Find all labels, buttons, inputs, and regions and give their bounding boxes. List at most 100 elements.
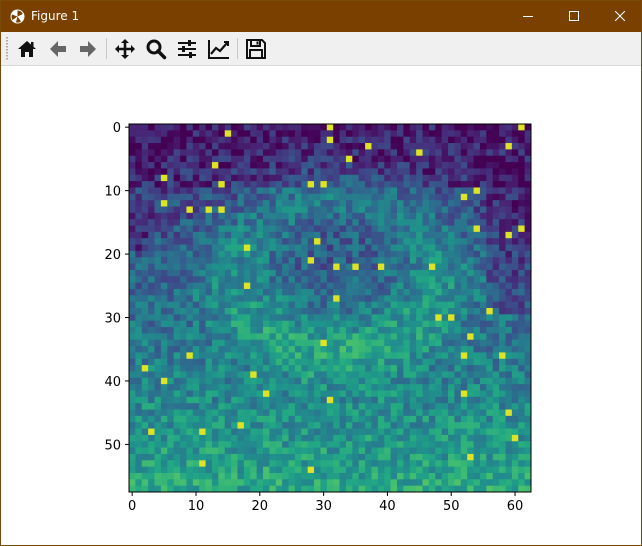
heatmap-cell [403, 276, 411, 284]
heatmap-cell [492, 168, 500, 176]
heatmap-cell [224, 181, 232, 188]
heatmap-cell [511, 250, 519, 258]
heatmap-cell [294, 365, 302, 372]
heatmap-cell [135, 250, 143, 258]
heatmap-cell [160, 346, 168, 353]
heatmap-cell [473, 219, 481, 226]
heatmap-cell [333, 403, 340, 410]
heatmap-cell [288, 282, 296, 290]
heatmap-cell [454, 225, 462, 233]
forward-button[interactable] [75, 36, 101, 62]
heatmap-cell [211, 200, 219, 207]
back-button[interactable] [45, 36, 71, 62]
heatmap-cell [448, 149, 455, 157]
heatmap-cell [256, 428, 264, 436]
heatmap-cell [422, 136, 430, 144]
pan-button[interactable] [112, 36, 138, 62]
heatmap-cell [365, 206, 372, 214]
heatmap-cell [224, 422, 232, 429]
heatmap-cell [294, 320, 302, 328]
heatmap-cell [460, 479, 468, 487]
heatmap-cell [454, 453, 462, 461]
heatmap-cell [154, 130, 162, 138]
save-button[interactable] [243, 36, 269, 62]
heatmap-cell [256, 212, 264, 220]
heatmap-cell [173, 447, 181, 455]
heatmap-cell [358, 409, 366, 417]
heatmap-cell [524, 181, 532, 188]
heatmap-cell [435, 206, 443, 214]
heatmap-cell [333, 409, 340, 417]
heatmap-cell [160, 257, 168, 264]
heatmap-cell [397, 168, 404, 176]
heatmap-cell [345, 187, 353, 195]
configure-subplots-button[interactable] [174, 36, 200, 62]
heatmap-cell [441, 339, 449, 347]
home-button[interactable] [14, 36, 40, 62]
heatmap-cell [403, 339, 411, 347]
heatmap-cell [409, 225, 417, 233]
heatmap-cell [199, 276, 206, 284]
heatmap-cell [148, 472, 155, 480]
heatmap-cell [352, 155, 360, 163]
heatmap-cell [448, 441, 455, 448]
heatmap-cell [192, 282, 200, 290]
heatmap-cell [211, 219, 219, 226]
heatmap-image[interactable] [129, 124, 532, 493]
heatmap-cell [428, 212, 436, 220]
heatmap-cell [345, 371, 353, 379]
heatmap-cell [390, 174, 398, 182]
heatmap-cell [231, 181, 238, 188]
heatmap-cell [141, 314, 149, 322]
heatmap-cell [192, 472, 200, 480]
heatmap-cell [460, 434, 468, 442]
heatmap-cell [377, 155, 385, 163]
heatmap-cell [492, 225, 500, 233]
heatmap-cell [454, 441, 462, 448]
zoom-button[interactable] [143, 36, 169, 62]
heatmap-cell [199, 149, 206, 157]
heatmap-cell [218, 428, 226, 436]
heatmap-cell [416, 276, 423, 284]
heatmap-cell [141, 422, 149, 429]
heatmap-cell [160, 219, 168, 226]
heatmap-cell [199, 396, 206, 404]
heatmap-cell [314, 434, 321, 442]
heatmap-cell [435, 333, 443, 341]
heatmap-cell [307, 257, 315, 264]
heatmap-cell [384, 269, 392, 277]
heatmap-cell [250, 466, 258, 474]
heatmap-cell [397, 314, 404, 322]
title-bar[interactable]: Figure 1 [1, 1, 641, 32]
maximize-button[interactable] [551, 1, 597, 32]
toolbar-grip[interactable] [6, 37, 8, 60]
minimize-button[interactable] [505, 1, 551, 32]
heatmap-cell [339, 231, 347, 239]
heatmap-cell [511, 403, 519, 410]
heatmap-cell [448, 365, 455, 372]
heatmap-cell [231, 168, 238, 176]
heatmap-cell [422, 453, 430, 461]
heatmap-cell [352, 295, 360, 303]
heatmap-cell [237, 453, 245, 461]
close-button[interactable] [597, 1, 642, 32]
heatmap-cell [377, 377, 385, 385]
heatmap-cell [371, 257, 379, 264]
heatmap-cell [511, 441, 519, 448]
heatmap-cell [479, 485, 487, 493]
heatmap-cell [435, 295, 443, 303]
heatmap-cell [243, 168, 251, 176]
heatmap-cell [263, 377, 270, 385]
heatmap-cell [275, 193, 283, 201]
heatmap-cell [435, 187, 443, 195]
heatmap-cell [441, 466, 449, 474]
heatmap-cell [435, 212, 443, 220]
heatmap-cell [301, 339, 309, 347]
heatmap-cell [384, 136, 392, 144]
heatmap-cell [205, 396, 213, 404]
edit-axis-button[interactable] [205, 36, 231, 62]
heatmap-cell [294, 282, 302, 290]
heatmap-cell [499, 143, 506, 150]
heatmap-cell [448, 403, 455, 410]
heatmap-cell [397, 441, 404, 448]
